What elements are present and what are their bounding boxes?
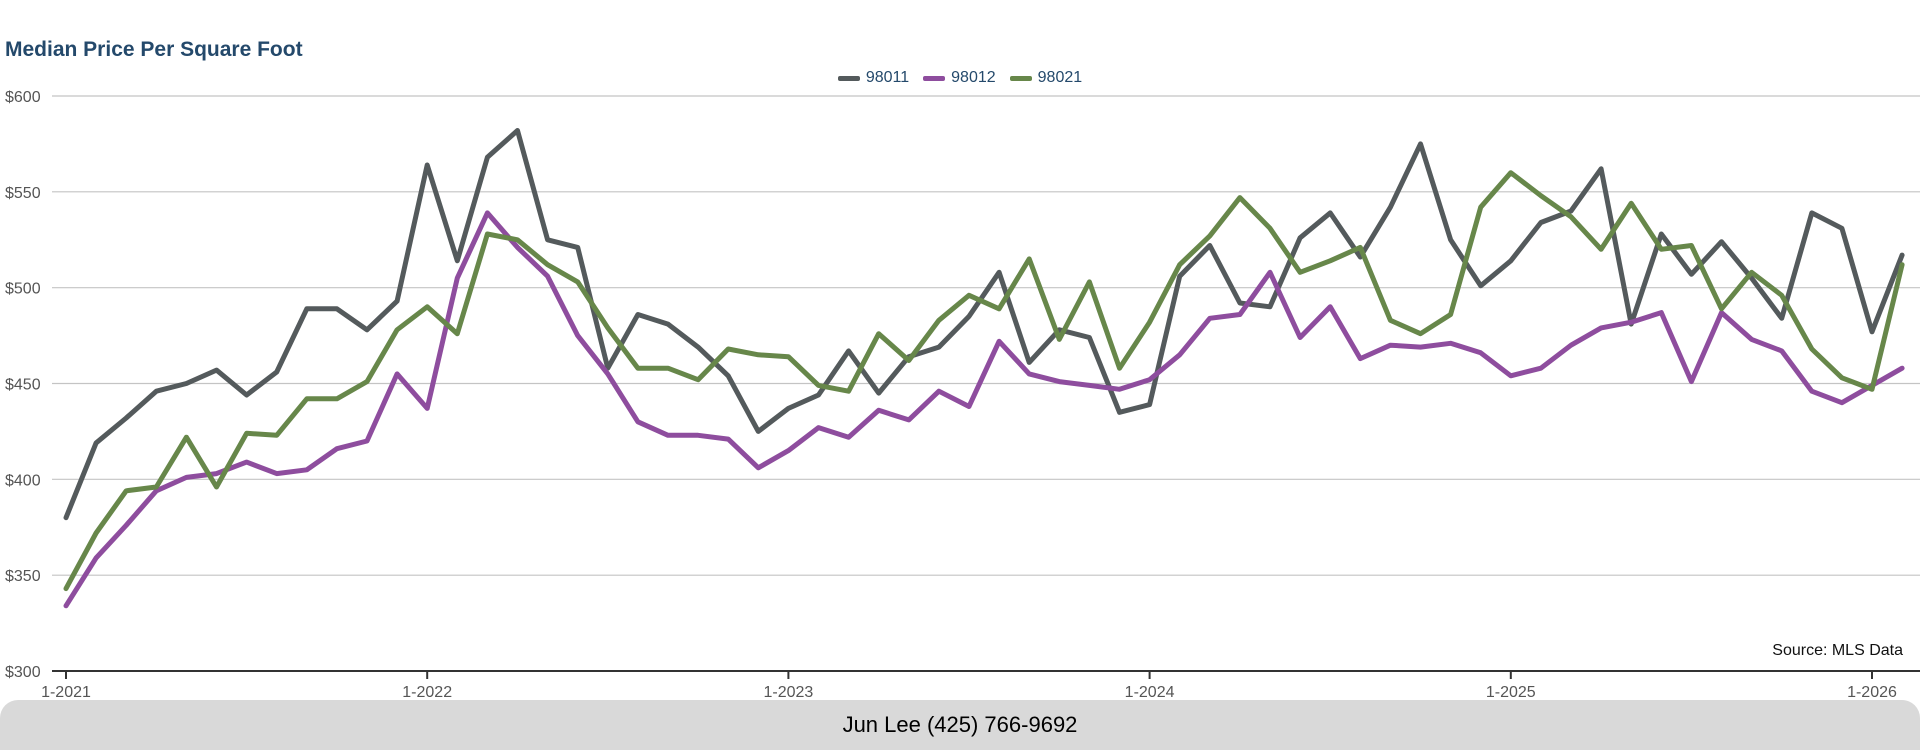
legend-label: 98021	[1037, 69, 1083, 86]
contact-text: Jun Lee (425) 766-9692	[842, 712, 1078, 737]
x-tick-label: 1-2023	[763, 684, 813, 700]
x-tick-label: 1-2025	[1486, 684, 1536, 700]
y-tick-label: $450	[5, 377, 41, 394]
y-tick-label: $550	[5, 185, 41, 202]
legend-item-98021[interactable]: 98021	[1009, 69, 1083, 87]
y-tick-label: $600	[5, 89, 41, 106]
y-tick-label: $300	[5, 664, 41, 681]
source-note: Source: MLS Data	[1772, 642, 1903, 659]
legend-swatch	[1009, 75, 1032, 81]
legend-item-98011[interactable]: 98011	[837, 69, 910, 87]
legend-item-98012[interactable]: 98012	[923, 69, 996, 87]
legend-swatch	[923, 75, 946, 81]
legend-label: 98011	[865, 69, 910, 86]
chart-legend: 98011 98012 98021	[0, 69, 1920, 87]
legend-swatch	[837, 75, 860, 81]
x-tick-label: 1-2026	[1847, 684, 1897, 700]
x-tick-label: 1-2021	[41, 684, 91, 700]
y-tick-label: $350	[5, 568, 41, 585]
x-tick-label: 1-2024	[1125, 684, 1175, 700]
series-line-98021	[63, 170, 1905, 592]
chart-title: Median Price Per Square Foot	[5, 38, 303, 61]
y-tick-label: $400	[5, 472, 41, 489]
y-tick-label: $500	[5, 281, 41, 298]
footer-contact: Jun Lee (425) 766-9692	[0, 700, 1920, 750]
x-tick-label: 1-2022	[402, 684, 452, 700]
series-line-98011	[63, 128, 1905, 521]
series-line-98012	[63, 210, 1905, 609]
legend-label: 98012	[951, 69, 996, 86]
price-chart: $600 $550 $500 $450 $400 $350 $300 1-2021 1-2022…	[0, 38, 1920, 700]
